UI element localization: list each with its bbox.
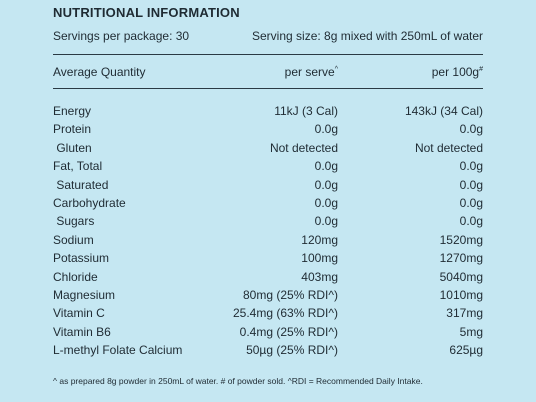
row-value: 0.0g — [314, 159, 338, 174]
row-value: 80mg (25% RDI^) — [243, 288, 338, 302]
row-label: Energy — [53, 104, 92, 118]
row-value: 5mg — [459, 324, 483, 339]
divider — [53, 88, 483, 89]
footnote: ^ as prepared 8g powder in 250mL of wate… — [53, 376, 423, 386]
header-cell: per 100g# — [432, 65, 483, 79]
row-value: 0.0g — [314, 214, 338, 229]
row-label: Fat, Total — [53, 159, 103, 174]
row-label: Chloride — [53, 269, 98, 284]
row-value: Not detected — [269, 140, 338, 155]
row-label: Potassium — [53, 251, 110, 266]
row-value: 403mg — [301, 269, 338, 284]
row-value: 50µg (25% RDI^) — [246, 343, 338, 358]
servings: Servings per package: 30 — [53, 29, 190, 43]
row-value: 625µg — [449, 343, 483, 358]
row-value: 317mg — [446, 306, 483, 321]
row-label: Sugars — [53, 214, 95, 229]
row-value: 5040mg — [439, 269, 483, 284]
row-value: 0.0g — [459, 196, 483, 210]
row-label: Vitamin B6 — [53, 324, 111, 339]
row-label: Magnesium — [53, 288, 116, 302]
row-value: 25.4mg (63% RDI^) — [233, 306, 338, 321]
row-label: L-methyl Folate Calcium — [53, 343, 183, 358]
row-value: 0.0g — [314, 122, 338, 137]
header-text: per serve — [284, 65, 335, 79]
divider — [53, 54, 483, 55]
row-value: 0.0g — [459, 159, 483, 174]
row-value: 0.0g — [314, 177, 338, 192]
row-value: 0.0g — [459, 177, 483, 192]
header-text: Average Quantity — [53, 65, 146, 79]
row-value: 0.0g — [314, 196, 338, 210]
row-label: Protein — [53, 122, 92, 137]
row-value: 11kJ (3 Cal) — [274, 104, 338, 118]
title: NUTRITIONAL INFORMATION — [53, 5, 240, 20]
row-value: 1010mg — [439, 288, 483, 302]
row-value: 143kJ (34 Cal) — [404, 104, 483, 118]
row-value: 0.0g — [459, 214, 483, 229]
row-value: Not detected — [414, 140, 483, 155]
header-sup: ^ — [334, 66, 338, 73]
header-cell: Average Quantity — [53, 65, 146, 79]
row-value: 120mg — [301, 232, 338, 247]
header-cell: per serve^ — [285, 65, 338, 79]
row-label: Gluten — [53, 140, 92, 155]
row-value: 0.4mg (25% RDI^) — [239, 324, 338, 339]
row-label: Vitamin C — [53, 306, 105, 321]
header-text: per 100g — [431, 65, 480, 79]
row-label: Sodium — [53, 232, 94, 247]
row-value: 100mg — [301, 251, 338, 266]
row-value: 0.0g — [459, 122, 483, 137]
row-value: 1270mg — [439, 251, 483, 266]
serving-size: Serving size: 8g mixed with 250mL of wat… — [252, 29, 483, 43]
row-value: 1520mg — [439, 232, 483, 247]
header-sup: # — [479, 66, 483, 73]
row-label: Carbohydrate — [53, 196, 126, 210]
row-label: Saturated — [53, 177, 109, 192]
